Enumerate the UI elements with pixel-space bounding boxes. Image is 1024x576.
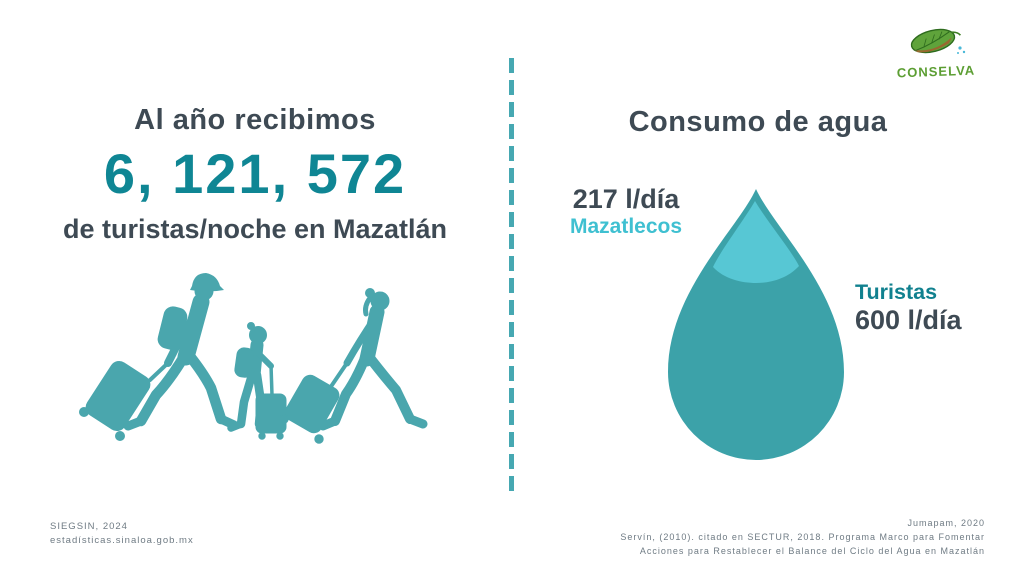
travelers-silhouette-icon xyxy=(79,273,428,444)
left-heading: Al año recibimos xyxy=(134,104,376,136)
tourists-per-year-number: 6, 121, 572 xyxy=(103,142,407,205)
left-subheading: de turistas/noche en Mazatlán xyxy=(62,214,448,244)
turistas-value: 600 l/día xyxy=(855,305,962,335)
source-left-line2: estadísticas.sinaloa.gob.mx xyxy=(50,535,194,546)
traveler-man xyxy=(79,273,239,441)
conselva-logo: CONSELVA xyxy=(888,25,984,81)
mazatlecos-value: 217 l/día xyxy=(572,184,680,214)
mazatlecos-consumption-label: 217 l/día Mazatlecos xyxy=(553,183,699,239)
traveler-woman xyxy=(279,288,428,444)
source-right: Jumapam, 2020 Servín, (2010). citado en … xyxy=(620,516,985,558)
source-left-line1: SIEGSIN, 2024 xyxy=(50,521,128,532)
source-right-line3: Acciones para Restablecer el Balance del… xyxy=(639,546,985,556)
logo-wordmark: CONSELVA xyxy=(896,62,976,81)
source-left: SIEGSIN, 2024 estadísticas.sinaloa.gob.m… xyxy=(50,520,194,548)
right-heading: Consumo de agua xyxy=(628,106,888,138)
water-drop-icon xyxy=(668,189,844,460)
dashed-divider xyxy=(509,58,514,498)
leaf-icon xyxy=(910,28,966,54)
traveler-child xyxy=(227,322,287,440)
turistas-name: Turistas xyxy=(855,280,938,304)
source-right-line2: Servín, (2010). citado en SECTUR, 2018. … xyxy=(620,532,985,542)
mazatlecos-name: Mazatlecos xyxy=(569,215,683,238)
source-right-line1: Jumapam, 2020 xyxy=(907,518,985,528)
turistas-consumption-label: Turistas 600 l/día xyxy=(855,279,1005,335)
